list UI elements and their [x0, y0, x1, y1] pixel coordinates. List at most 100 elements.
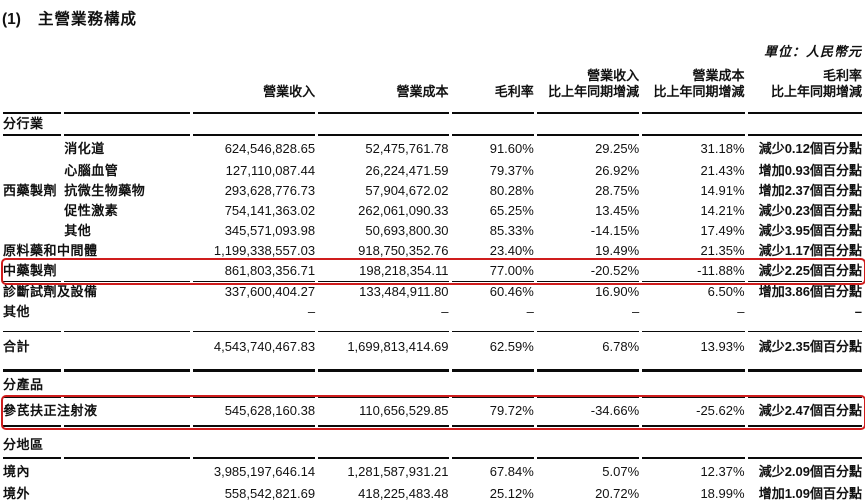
cell-margin: 62.59% — [451, 332, 534, 372]
cell-empty — [64, 302, 190, 332]
unit-note: 單位：人民幣元 — [763, 44, 862, 59]
cell-cost: 418,225,483.48 — [318, 484, 448, 502]
cell-empty — [642, 372, 745, 398]
cell-cost: 262,061,090.33 — [358, 203, 449, 218]
table-row-total: 合計 4,543,740,467.83 1,699,813,414.69 62.… — [3, 332, 862, 372]
cell-cost: – — [318, 302, 449, 332]
cell-cost: 50,693,800.30 — [365, 223, 449, 238]
col-header-margin-yoy: 比上年同期增減 — [747, 84, 862, 114]
cell-margin: 23.40% — [489, 243, 534, 258]
cell-empty — [3, 66, 61, 84]
cell-margin-yoy: 減少2.09個百分點 — [758, 464, 862, 479]
cell-label: 診斷試劑及設備 — [3, 284, 98, 299]
cell-revenue: – — [192, 302, 316, 332]
section-title: (1) 主營業務構成 — [0, 0, 865, 29]
cell-cost-yoy: 18.99% — [642, 484, 744, 502]
cell-empty — [192, 372, 316, 398]
cell-empty — [64, 459, 189, 484]
cell-empty — [64, 261, 190, 282]
cell-cost: 1,699,813,414.69 — [318, 332, 449, 372]
col-header-margin-yoy-top: 毛利率 — [822, 68, 862, 83]
cell-empty — [318, 372, 449, 398]
cell-cost-yoy: 6.50% — [707, 284, 745, 299]
cell-cost: 1,281,587,931.21 — [347, 464, 449, 479]
cell-empty — [451, 114, 534, 136]
cell-revenue-yoy: 13.45% — [595, 203, 640, 218]
cell-margin: 91.60% — [489, 141, 534, 156]
section-row-by-region: 分地區 — [3, 427, 862, 459]
cell-empty — [64, 427, 190, 459]
table-row: 西藥製劑 抗微生物藥物 293,628,776.73 57,904,672.02… — [3, 181, 862, 201]
cell-label: 合計 — [3, 332, 62, 372]
cell-label: 境外 — [3, 484, 61, 502]
section-row-by-product: 分產品 — [3, 372, 862, 398]
cell-revenue: 345,571,093.98 — [224, 223, 316, 238]
cell-cost-yoy: 14.91% — [700, 183, 745, 198]
cell-revenue: 293,628,776.73 — [224, 183, 316, 198]
cell-empty — [192, 427, 316, 459]
cell-empty — [3, 84, 62, 114]
cell-revenue-yoy: -34.66% — [536, 398, 640, 427]
table-row: 消化道 624,546,828.65 52,475,761.78 91.60% … — [3, 136, 862, 161]
cell-margin: 85.33% — [489, 223, 534, 238]
section-label: 分行業 — [3, 114, 62, 136]
cell-margin-yoy: 減少2.47個百分點 — [747, 398, 862, 427]
cell-cost: 52,475,761.78 — [365, 141, 449, 156]
cell-cost: 57,904,672.02 — [365, 183, 449, 198]
cell-revenue-yoy: 16.90% — [595, 284, 640, 299]
table-row-shenqi-highlighted: 參芪扶正注射液 545,628,160.38 110,656,529.85 79… — [3, 398, 862, 427]
cell-revenue-yoy: -14.15% — [590, 223, 640, 238]
table-row: 境外 558,542,821.69 418,225,483.48 25.12% … — [3, 484, 862, 502]
table-row: 心腦血管 127,110,087.44 26,224,471.59 79.37%… — [3, 161, 862, 181]
cell-empty — [64, 114, 190, 136]
cell-revenue-yoy: – — [536, 302, 640, 332]
cell-group-label: 西藥製劑 — [3, 183, 58, 198]
cell-empty — [747, 427, 862, 459]
cell-cost-yoy: 31.18% — [700, 141, 745, 156]
cell-margin: 60.46% — [489, 284, 534, 299]
cell-margin-yoy: 增加2.37個百分點 — [758, 183, 862, 198]
cell-cost-yoy: – — [642, 302, 745, 332]
cell-sub-label: 心腦血管 — [64, 163, 119, 178]
cell-empty — [747, 114, 862, 136]
table-row: 原料藥和中間體 1,199,338,557.03 918,750,352.76 … — [3, 241, 862, 261]
cell-cost: 198,218,354.11 — [318, 261, 449, 282]
cell-margin-yoy: 減少1.17個百分點 — [758, 243, 862, 258]
cell-empty — [3, 161, 61, 181]
cell-empty — [3, 201, 61, 221]
cell-revenue: 1,199,338,557.03 — [213, 243, 316, 258]
cell-margin-yoy: 增加3.86個百分點 — [758, 284, 862, 299]
table-row: 境內 3,985,197,646.14 1,281,587,931.21 67.… — [3, 459, 862, 484]
cell-label: 參芪扶正注射液 — [3, 398, 97, 427]
cell-revenue: 754,141,363.02 — [224, 203, 316, 218]
table-row: 其他 345,571,093.98 50,693,800.30 85.33% -… — [3, 221, 862, 241]
cell-margin: 67.84% — [489, 464, 534, 479]
cell-sub-label: 消化道 — [64, 141, 105, 156]
section-number: (1) — [2, 11, 21, 28]
cell-label: 境內 — [3, 464, 31, 479]
cell-empty — [536, 372, 640, 398]
cell-margin: 25.12% — [452, 484, 534, 502]
cell-revenue-yoy: -20.52% — [536, 261, 640, 282]
cell-empty — [451, 427, 534, 459]
cell-margin: 80.28% — [489, 183, 534, 198]
table-row: 促性激素 754,141,363.02 262,061,090.33 65.25… — [3, 201, 862, 221]
cell-margin-yoy: 增加0.93個百分點 — [758, 163, 862, 178]
col-header-cost-yoy-top: 營業成本 — [692, 68, 745, 83]
cell-sub-label: 促性激素 — [64, 203, 119, 218]
cell-revenue: 3,985,197,646.14 — [213, 464, 316, 479]
cell-empty — [318, 66, 448, 84]
cell-empty — [3, 136, 61, 161]
cell-margin: – — [451, 302, 534, 332]
cell-revenue: 558,542,821.69 — [193, 484, 315, 502]
cell-empty — [318, 114, 449, 136]
cell-margin-yoy: 減少2.35個百分點 — [747, 332, 862, 372]
cell-empty — [3, 221, 61, 241]
cell-margin-yoy: 增加1.09個百分點 — [748, 484, 862, 502]
section-title-text: 主營業務構成 — [38, 11, 138, 28]
cell-empty — [318, 427, 449, 459]
table-row: 其他 – – – – – – — [3, 302, 862, 332]
cell-cost-yoy: 17.49% — [700, 223, 745, 238]
cell-cost-yoy: 12.37% — [700, 464, 745, 479]
cell-margin-yoy: 減少2.25個百分點 — [747, 261, 862, 282]
